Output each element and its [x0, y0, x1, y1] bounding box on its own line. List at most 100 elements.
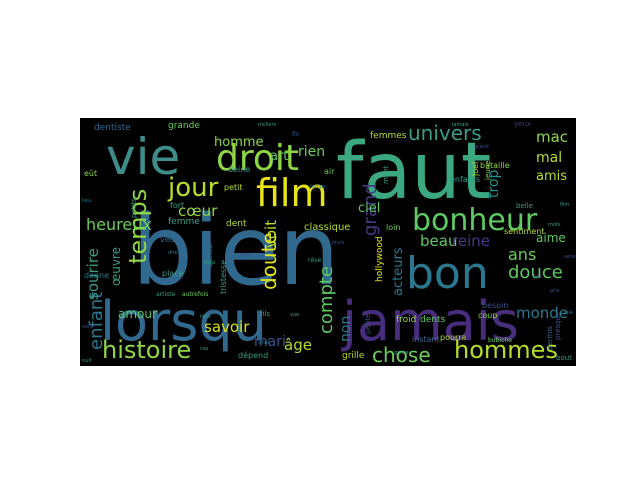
cloud-word-trop: trop: [486, 169, 502, 198]
cloud-word-veut: veut: [160, 235, 178, 244]
cloud-word-homme: homme: [214, 135, 264, 150]
cloud-word-vie: vie: [106, 128, 180, 186]
cloud-word-savoir: savoir: [204, 318, 250, 336]
cloud-word-grand-small: grand: [474, 144, 489, 150]
cloud-word-eût: eût: [84, 169, 97, 178]
cloud-word-bonheur: bonheur: [412, 203, 538, 238]
cloud-word-air: air: [324, 167, 335, 176]
cloud-word-jours: jours: [331, 240, 345, 246]
cloud-word-jamais: jamais: [341, 290, 519, 353]
cloud-word-film: film: [256, 171, 328, 215]
cloud-word-yeux: yeux: [514, 120, 531, 128]
cloud-word-idée: idée: [200, 313, 211, 320]
cloud-word-instant: instant: [412, 335, 440, 344]
cloud-word-sens: sens: [564, 254, 576, 260]
cloud-word-donne: donne: [84, 271, 109, 280]
word-cloud: bien faut lorsqu jamais vie droit bon bo…: [82, 120, 576, 366]
cloud-word-vue: vue: [290, 312, 299, 318]
cloud-word-mort: mort: [240, 252, 252, 258]
cloud-word-faut: faut: [336, 127, 491, 217]
cloud-word-petit: petit: [224, 183, 243, 192]
cloud-word-mal: mal: [536, 150, 562, 166]
cloud-word-temps-small: temps: [310, 184, 326, 190]
cloud-word-âge: âge: [284, 336, 312, 354]
cloud-word-reine: reine: [452, 232, 490, 250]
cloud-word-mots: mots: [548, 222, 561, 228]
cloud-word-sentiment: sentiment: [504, 227, 544, 236]
cloud-word-ans: ans: [508, 245, 536, 264]
cloud-word-pourra: pourra: [440, 333, 466, 342]
cloud-word-classique: classique: [304, 222, 350, 233]
cloud-word-grille: grille: [342, 351, 365, 361]
cloud-word-univers: univers: [408, 121, 482, 145]
cloud-word-artiste: artiste: [156, 291, 176, 298]
cloud-word-eau: eau: [204, 259, 215, 266]
cloud-word-amour: amour: [118, 307, 157, 321]
cloud-word-vers: vers: [82, 324, 93, 330]
cloud-word-bien: bien: [132, 195, 340, 307]
cloud-word-lorsqu: lorsqu: [100, 290, 267, 353]
cloud-word-voit: voit: [262, 220, 280, 248]
cloud-word-dentiste: dentiste: [94, 123, 131, 133]
cloud-word-femme: femme: [168, 217, 200, 227]
cloud-word-coup: coup: [478, 311, 497, 320]
cloud-word-femmes: femmes: [370, 131, 407, 141]
cloud-word-permis: permis: [546, 326, 554, 350]
cloud-word-enfant: enfant: [86, 292, 107, 350]
cloud-word-non: non: [338, 316, 354, 342]
cloud-word-hommes: hommes: [454, 336, 558, 364]
cloud-word-doute: doute: [257, 232, 281, 290]
cloud-word-monde: monde: [516, 304, 568, 322]
cloud-word-hollywood: hollywood: [375, 236, 385, 282]
cloud-word-danse: danse: [205, 244, 214, 268]
cloud-word-bubiche: bubiche: [488, 337, 512, 344]
cloud-word-fin: fin: [292, 131, 300, 138]
cloud-word-jour: jour: [167, 173, 219, 203]
cloud-word-grande: grande: [168, 121, 200, 131]
cloud-word-droit: droit: [216, 138, 299, 179]
cloud-word-art: art: [270, 149, 288, 164]
cloud-word-mari: mari: [254, 334, 286, 350]
cloud-word-fils: fils: [260, 310, 270, 318]
cloud-word-jamais-small: jamais: [451, 122, 469, 128]
cloud-word-bon: bon: [406, 248, 489, 299]
cloud-word-temps: temps: [124, 189, 152, 264]
cloud-word-compte: compte: [316, 266, 337, 334]
cloud-word-aime: aime: [536, 231, 566, 245]
cloud-word-presque: presque: [554, 312, 562, 340]
cloud-word-ville: ville: [532, 274, 542, 280]
cloud-word-œuvre: œuvre: [109, 247, 123, 286]
word-cloud-panel: bien faut lorsqu jamais vie droit bon bo…: [80, 118, 576, 366]
cloud-word-cœur: cœur: [178, 202, 218, 220]
cloud-word-place: place: [162, 269, 184, 278]
cloud-word-milliers: milliers: [258, 122, 277, 128]
cloud-word-bout: bout: [556, 354, 572, 362]
cloud-word-mont: mont: [382, 165, 390, 184]
cloud-word-amis: amis: [536, 169, 567, 184]
cloud-word-grand: grand: [360, 183, 381, 236]
cloud-word-dépend: dépend: [238, 350, 268, 360]
cloud-word-dents: dents: [420, 315, 445, 325]
cloud-word-beau: beau: [420, 232, 457, 250]
cloud-word-genre: genre: [394, 350, 408, 356]
cloud-word-dent: dent: [226, 219, 247, 229]
cloud-word-deine: deine: [228, 165, 250, 174]
cloud-word-cas: cas: [200, 346, 209, 352]
cloud-word-lieu: lieu: [82, 198, 91, 204]
cloud-word-froid: froid: [396, 315, 416, 325]
cloud-word-ciel: ciel: [358, 201, 380, 216]
cloud-word-bataille: bataille: [480, 161, 510, 170]
cloud-word-douce: douce: [508, 262, 563, 283]
cloud-word-chose: chose: [372, 343, 431, 366]
cloud-word-rêve: rêve: [308, 257, 322, 264]
cloud-word-tristesse: tristesse: [219, 260, 228, 294]
cloud-word-joie: joie: [563, 310, 573, 316]
cloud-word-besoin: besoin: [482, 301, 508, 310]
cloud-word-heureux: heureux: [86, 215, 152, 234]
cloud-word-vrai: vrai: [258, 339, 270, 346]
cloud-word-dire: dire: [168, 250, 178, 256]
cloud-word-sourire: sourire: [84, 248, 102, 300]
cloud-word-autrefois: autrefois: [182, 291, 208, 298]
cloud-word-rien: rien: [298, 144, 325, 160]
